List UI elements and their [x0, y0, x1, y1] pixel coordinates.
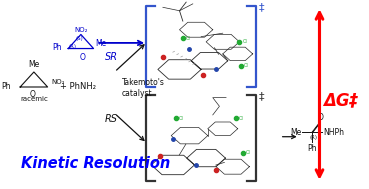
Text: Me: Me [28, 60, 39, 69]
Text: O: O [317, 113, 323, 122]
Text: ΔG‡: ΔG‡ [323, 91, 358, 109]
Text: Ph: Ph [1, 82, 11, 91]
Text: Cl: Cl [239, 116, 244, 121]
Text: (R): (R) [68, 44, 76, 49]
Text: NHPh: NHPh [323, 128, 344, 136]
Text: racemic: racemic [20, 96, 48, 102]
Text: Cl: Cl [242, 39, 247, 44]
Text: Me: Me [95, 39, 107, 48]
Text: Me: Me [290, 128, 301, 136]
Text: Cl: Cl [246, 150, 250, 155]
Text: ‡: ‡ [259, 3, 265, 13]
Text: RS: RS [105, 114, 118, 124]
Text: Cl: Cl [179, 116, 184, 121]
Text: O: O [80, 53, 86, 62]
Text: Ph: Ph [307, 144, 317, 153]
Text: NO₂: NO₂ [75, 27, 88, 33]
Text: (S): (S) [75, 36, 83, 41]
Text: ‡: ‡ [259, 91, 265, 101]
Text: O: O [29, 90, 35, 99]
Text: Cl: Cl [244, 64, 249, 68]
Text: + PhNH₂: + PhNH₂ [60, 82, 96, 91]
Text: Kinetic Resolution: Kinetic Resolution [21, 156, 170, 171]
Text: Takemoto's
catalyst: Takemoto's catalyst [122, 77, 165, 98]
Text: SR: SR [105, 52, 118, 62]
Text: Cl: Cl [186, 36, 190, 41]
Text: (R): (R) [309, 135, 317, 140]
Text: Ph: Ph [52, 43, 62, 52]
Text: NO₂: NO₂ [51, 79, 65, 85]
